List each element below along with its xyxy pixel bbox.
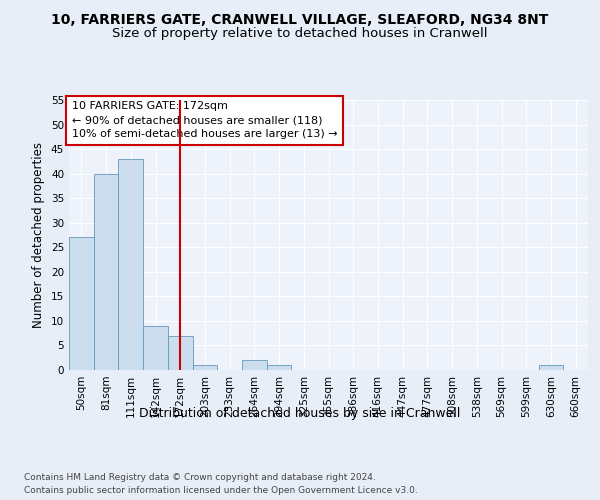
- Text: 10 FARRIERS GATE: 172sqm
← 90% of detached houses are smaller (118)
10% of semi-: 10 FARRIERS GATE: 172sqm ← 90% of detach…: [71, 102, 337, 140]
- Text: 10, FARRIERS GATE, CRANWELL VILLAGE, SLEAFORD, NG34 8NT: 10, FARRIERS GATE, CRANWELL VILLAGE, SLE…: [52, 12, 548, 26]
- Bar: [143, 326, 168, 370]
- Text: Contains HM Land Registry data © Crown copyright and database right 2024.: Contains HM Land Registry data © Crown c…: [24, 472, 376, 482]
- Bar: [242, 360, 267, 370]
- Bar: [69, 238, 94, 370]
- Text: Size of property relative to detached houses in Cranwell: Size of property relative to detached ho…: [112, 28, 488, 40]
- Text: Distribution of detached houses by size in Cranwell: Distribution of detached houses by size …: [139, 408, 461, 420]
- Bar: [539, 365, 563, 370]
- Bar: [267, 365, 292, 370]
- Bar: [118, 159, 143, 370]
- Text: Contains public sector information licensed under the Open Government Licence v3: Contains public sector information licen…: [24, 486, 418, 495]
- Bar: [193, 365, 217, 370]
- Bar: [94, 174, 118, 370]
- Y-axis label: Number of detached properties: Number of detached properties: [32, 142, 46, 328]
- Bar: [168, 336, 193, 370]
